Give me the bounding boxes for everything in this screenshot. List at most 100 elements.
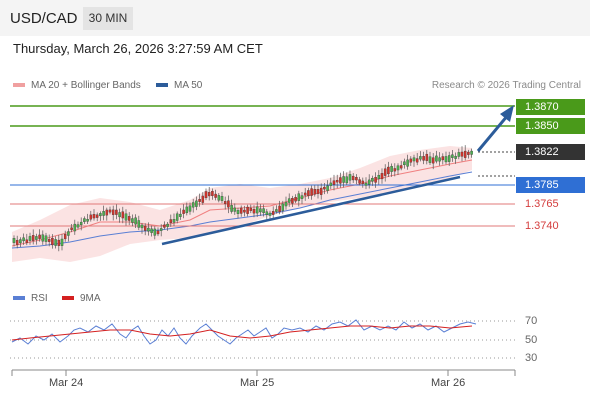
candle-body <box>271 211 275 215</box>
rsi-line <box>11 319 477 345</box>
candle-body <box>111 209 115 215</box>
candle-body <box>364 182 368 186</box>
candle-body <box>92 214 96 219</box>
candle-body <box>47 239 51 242</box>
candle-body <box>348 174 352 181</box>
candle-body <box>124 213 128 221</box>
support-label-2: 1.3740 <box>525 220 559 232</box>
rsi-axis-30: 30 <box>525 352 538 364</box>
candle-body <box>262 208 265 214</box>
candle-body <box>211 190 214 196</box>
candle-body <box>457 152 461 157</box>
candle-body <box>297 193 301 201</box>
candle-body <box>217 195 221 201</box>
candlestick-series <box>12 145 473 252</box>
candle-body <box>163 224 166 228</box>
x-label-mar24: Mar 24 <box>49 377 84 389</box>
candle-body <box>355 177 358 181</box>
candle-body <box>143 225 147 231</box>
candle-body <box>454 155 457 159</box>
candle-body <box>150 228 153 233</box>
candle-body <box>220 196 224 201</box>
resistance-label-2: 1.3870 <box>516 99 585 115</box>
candle-body <box>19 239 22 244</box>
legend-label-ma20: MA 20 + Bollinger Bands <box>31 80 141 91</box>
candle-body <box>57 239 61 246</box>
candle-body <box>303 192 307 196</box>
candle-body <box>419 156 422 160</box>
candle-body <box>259 208 262 213</box>
candle-body <box>252 208 256 214</box>
candle-body <box>137 220 141 228</box>
candle-body <box>67 231 70 236</box>
candle-body <box>31 235 35 241</box>
candle-body <box>95 214 99 218</box>
candle-body <box>319 187 323 195</box>
chart-datetime: Thursday, March 26, 2026 3:27:59 AM CET <box>13 41 263 56</box>
candle-body <box>147 227 150 232</box>
candle-body <box>470 150 473 155</box>
resistance-label-1: 1.3850 <box>516 118 585 134</box>
timeframe-button[interactable]: 30 MIN <box>83 7 133 30</box>
candle-body <box>409 158 413 163</box>
candle-body <box>198 199 201 202</box>
candle-body <box>223 201 227 204</box>
candle-body <box>316 189 320 194</box>
candle-body <box>60 238 64 246</box>
candle-body <box>239 207 243 214</box>
candle-body <box>25 239 29 243</box>
ma50-swatch-icon <box>156 83 168 88</box>
candle-body <box>51 237 54 246</box>
candle-body <box>12 238 16 243</box>
candle-body <box>403 161 406 166</box>
candle-body <box>326 185 329 191</box>
legend-item-ma20: MA 20 + Bollinger Bands <box>13 80 141 91</box>
candle-body <box>371 177 374 182</box>
candle-body <box>79 221 83 226</box>
candle-body <box>431 157 435 164</box>
candle-body <box>463 150 467 158</box>
candle-body <box>307 190 310 196</box>
candle-body <box>310 188 313 196</box>
candle-body <box>396 165 400 171</box>
candle-body <box>243 209 246 213</box>
legend-item-ma50: MA 50 <box>156 80 202 91</box>
candle-body <box>188 205 192 212</box>
forecast-arrow-shaft <box>476 114 510 152</box>
candle-body <box>195 200 198 207</box>
candle-body <box>387 166 390 175</box>
pivot-label: 1.3785 <box>516 177 585 193</box>
candle-body <box>281 203 285 211</box>
candle-body <box>153 228 157 236</box>
candle-body <box>108 209 112 213</box>
candle-body <box>236 210 240 214</box>
candle-body <box>89 214 93 220</box>
candle-body <box>287 198 291 203</box>
candle-body <box>467 151 470 155</box>
candle-body <box>185 206 189 214</box>
candle-body <box>332 180 336 185</box>
candle-body <box>63 234 67 240</box>
candle-body <box>115 209 118 215</box>
candle-body <box>393 168 397 172</box>
candle-body <box>444 156 448 163</box>
candle-body <box>265 211 269 215</box>
candle-body <box>367 179 371 185</box>
candle-body <box>339 177 342 184</box>
candle-body <box>233 207 237 212</box>
candle-body <box>313 188 317 195</box>
candle-body <box>83 218 86 222</box>
candle-body <box>447 155 451 162</box>
candle-body <box>255 206 259 214</box>
candle-body <box>435 155 438 162</box>
candle-body <box>121 211 125 219</box>
candle-body <box>358 179 361 184</box>
candle-body <box>345 176 349 184</box>
candle-body <box>278 205 281 213</box>
candle-body <box>118 212 121 218</box>
candle-body <box>451 154 454 158</box>
candle-body <box>86 219 89 222</box>
legend-label-ma50: MA 50 <box>174 80 203 91</box>
candle-body <box>15 239 19 245</box>
candle-body <box>323 186 326 190</box>
